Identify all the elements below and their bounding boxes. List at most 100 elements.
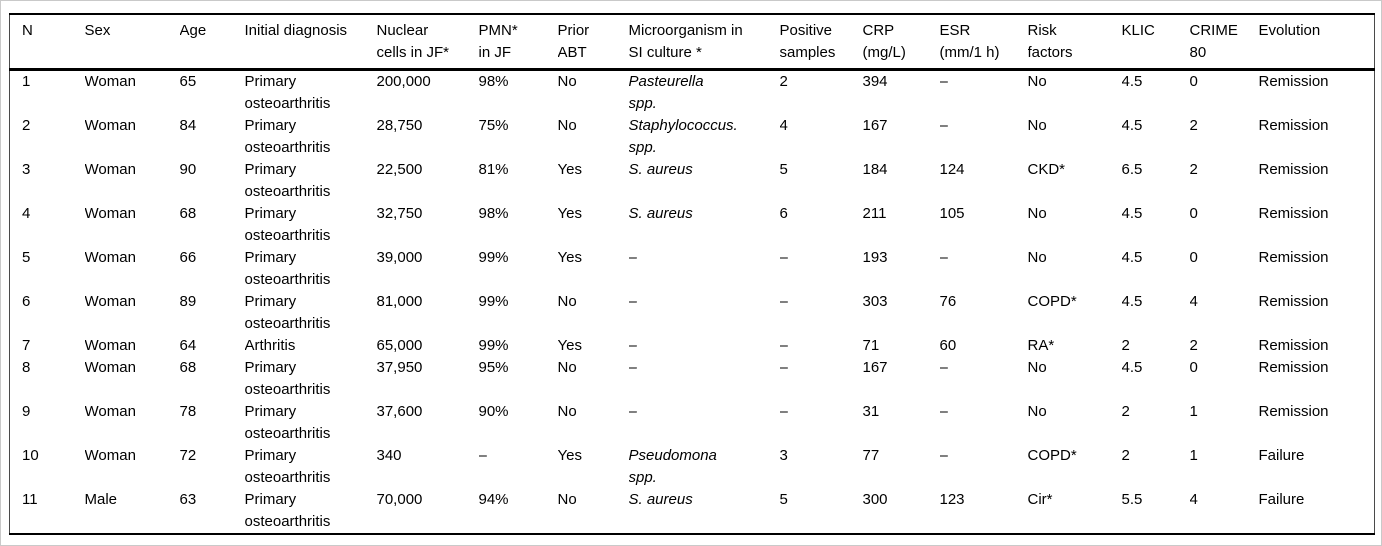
cell-line: Yes	[557, 337, 582, 354]
cell-nuclear-cells-jf: 340	[377, 445, 479, 489]
cell-line: 6.5	[1121, 161, 1143, 178]
cell-line: Yes	[557, 447, 582, 464]
cell-line: 68	[179, 205, 197, 222]
cell-klic: 4.5	[1122, 357, 1190, 401]
cell-line: –	[628, 293, 637, 310]
cell-line: 2	[1121, 337, 1130, 354]
cell-evolution: Remission	[1259, 115, 1375, 159]
cell-initial-diagnosis: Primary osteoarthritis	[245, 159, 377, 203]
header-line: (mg/L)	[862, 44, 906, 61]
column-header-esr: ESR (mm/1 h)	[939, 14, 1028, 71]
cell-age: 90	[180, 159, 245, 203]
cell-line: –	[939, 73, 948, 90]
cell-line: 99%	[478, 293, 509, 310]
cell-line: osteoarthritis	[244, 469, 331, 486]
cell-line: 2	[1189, 161, 1198, 178]
cell-n: 3	[10, 159, 85, 203]
cell-evolution: Remission	[1259, 291, 1375, 335]
cell-line: –	[779, 359, 788, 376]
cell-crime-80: 2	[1190, 159, 1259, 203]
cell-line: 4.5	[1121, 293, 1143, 310]
cell-line: –	[939, 249, 948, 266]
cell-line: No	[1027, 117, 1047, 134]
cell-sex: Woman	[85, 445, 180, 489]
cell-line: Remission	[1258, 73, 1329, 90]
cell-line: Primary	[244, 293, 297, 310]
cell-line: 5	[22, 249, 31, 266]
cell-evolution: Remission	[1259, 70, 1375, 116]
cell-line: osteoarthritis	[244, 227, 331, 244]
cell-risk-factors: RA*	[1028, 335, 1122, 357]
cell-line: 94%	[478, 491, 509, 508]
column-header-klic: KLIC	[1121, 14, 1190, 71]
header-line: Age	[179, 22, 207, 39]
cell-line: Remission	[1258, 359, 1329, 376]
cell-prior-abt: Yes	[558, 335, 629, 357]
cell-age: 68	[180, 203, 245, 247]
header-line: ESR	[939, 22, 971, 39]
cell-line: 81,000	[376, 293, 423, 310]
cell-line: –	[939, 359, 948, 376]
cell-line: Woman	[84, 205, 136, 222]
cell-line: Woman	[84, 161, 136, 178]
cell-line: 0	[1189, 359, 1198, 376]
cell-line: S. aureus	[628, 205, 693, 222]
cell-line: 0	[1189, 205, 1198, 222]
cell-line: 340	[376, 447, 402, 464]
cell-crp: 31	[863, 401, 940, 445]
header-line: cells in JF*	[376, 44, 450, 61]
cell-line: 1	[1189, 403, 1198, 420]
cell-evolution: Remission	[1259, 335, 1375, 357]
cell-line: 1	[1189, 447, 1198, 464]
cell-evolution: Failure	[1259, 489, 1375, 534]
cell-klic: 5.5	[1122, 489, 1190, 534]
header-line: Sex	[84, 22, 111, 39]
header-line: Microorganism in	[628, 22, 743, 39]
cell-line: 2	[779, 73, 788, 90]
cell-line: No	[557, 293, 577, 310]
cell-line: 0	[1189, 249, 1198, 266]
cell-age: 68	[180, 357, 245, 401]
cell-line: 75%	[478, 117, 509, 134]
column-header-age: Age	[179, 14, 245, 71]
cell-prior-abt: No	[558, 291, 629, 335]
cell-line: Failure	[1258, 491, 1305, 508]
cell-line: 5	[779, 161, 788, 178]
cell-line: Woman	[84, 403, 136, 420]
cell-line: 167	[862, 359, 888, 376]
header-line: Risk	[1027, 22, 1057, 39]
cell-initial-diagnosis: Primary osteoarthritis	[245, 203, 377, 247]
cell-sex: Woman	[85, 203, 180, 247]
cell-n: 11	[10, 489, 85, 534]
cell-risk-factors: CKD*	[1028, 159, 1122, 203]
cell-line: –	[939, 403, 948, 420]
cell-line: 105	[939, 205, 965, 222]
cell-klic: 2	[1122, 335, 1190, 357]
cell-prior-abt: No	[558, 115, 629, 159]
header-line: PMN*	[478, 22, 518, 39]
cell-line: Primary	[244, 117, 297, 134]
cell-pmn-in-jf: 99%	[479, 247, 558, 291]
cell-pmn-in-jf: 98%	[479, 203, 558, 247]
cell-sex: Woman	[85, 247, 180, 291]
cell-line: COPD*	[1027, 447, 1077, 464]
header-line: CRP	[862, 22, 895, 39]
column-header-crp: CRP (mg/L)	[862, 14, 940, 71]
cell-line: osteoarthritis	[244, 183, 331, 200]
cell-pmn-in-jf: 75%	[479, 115, 558, 159]
cell-prior-abt: Yes	[558, 203, 629, 247]
cell-initial-diagnosis: Primary osteoarthritis	[245, 70, 377, 116]
cell-age: 64	[180, 335, 245, 357]
table-row: 8 Woman 68 Primary osteoarthritis 37,950 95% No…	[10, 357, 1375, 401]
cell-pmn-in-jf: 95%	[479, 357, 558, 401]
cell-line: 303	[862, 293, 888, 310]
cell-line: Remission	[1258, 337, 1329, 354]
cell-line: Woman	[84, 117, 136, 134]
cell-line: –	[939, 447, 948, 464]
cell-line: No	[557, 73, 577, 90]
cell-crime-80: 2	[1190, 115, 1259, 159]
cell-line: 193	[862, 249, 888, 266]
cell-initial-diagnosis: Primary osteoarthritis	[245, 357, 377, 401]
cell-line: Primary	[244, 359, 297, 376]
